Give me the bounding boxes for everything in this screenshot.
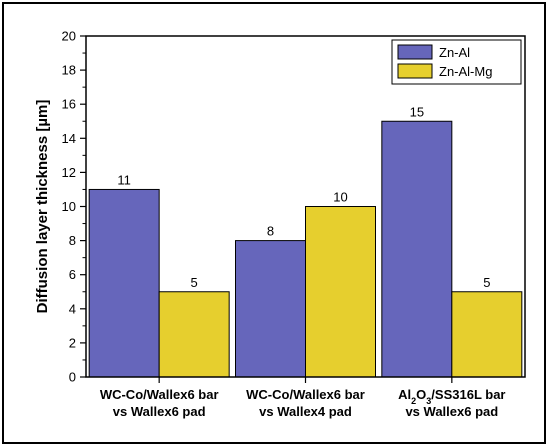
bar-value-label: 15 — [410, 104, 424, 119]
x-axis-ticks: WC-Co/Wallex6 bar vs Wallex6 pad WC-Co/Wal… — [100, 377, 506, 419]
bar-zn-al-mg — [158, 291, 230, 378]
y-tick-label: 4 — [69, 301, 76, 316]
bar-value-label: 11 — [117, 172, 131, 187]
y-tick-label: 10 — [62, 199, 76, 214]
x-category-label-line2: vs Wallex4 pad — [259, 404, 352, 419]
legend-label: Zn-Al-Mg — [439, 64, 492, 79]
y-tick-label: 0 — [69, 370, 76, 385]
bar-zn-al — [88, 188, 160, 378]
bars-group — [88, 120, 523, 378]
y-tick-label: 2 — [69, 335, 76, 350]
y-tick-label: 6 — [69, 267, 76, 282]
legend-label: Zn-Al — [439, 45, 470, 60]
data-labels-group: 11 5 8 10 15 5 — [117, 104, 490, 290]
bar-zn-al-mg — [451, 291, 523, 378]
y-tick-label: 12 — [62, 165, 76, 180]
bar-value-label: 5 — [191, 275, 198, 290]
bar-value-label: 5 — [483, 275, 490, 290]
y-tick-label: 16 — [62, 97, 76, 112]
x-category-label-line1: Al2O3/SS316L bar — [398, 387, 505, 406]
x-category-label-line1: WC-Co/Wallex6 bar — [100, 387, 219, 402]
legend-swatch — [397, 44, 433, 60]
legend-swatch — [397, 63, 433, 79]
x-category-label-line2: vs Wallex6 pad — [113, 404, 206, 419]
y-tick-label: 8 — [69, 233, 76, 248]
bar-value-label: 8 — [267, 224, 274, 239]
y-tick-label: 18 — [62, 63, 76, 78]
bar-value-label: 10 — [333, 190, 347, 205]
bar-zn-al-mg — [305, 206, 376, 378]
x-category-label-line1: WC-Co/Wallex6 bar — [246, 387, 365, 402]
y-axis-title: Diffusion layer thickness [µm] — [34, 100, 51, 314]
y-tick-label: 20 — [62, 29, 76, 44]
y-tick-label: 14 — [62, 131, 76, 146]
bar-zn-al — [381, 120, 453, 378]
x-category-label-line2: vs Wallex6 pad — [405, 404, 498, 419]
legend: Zn-Al Zn-Al-Mg — [391, 39, 522, 85]
bar-zn-al — [235, 240, 306, 378]
y-axis-ticks: 0 2 4 6 8 10 12 14 16 18 20 — [62, 29, 86, 385]
